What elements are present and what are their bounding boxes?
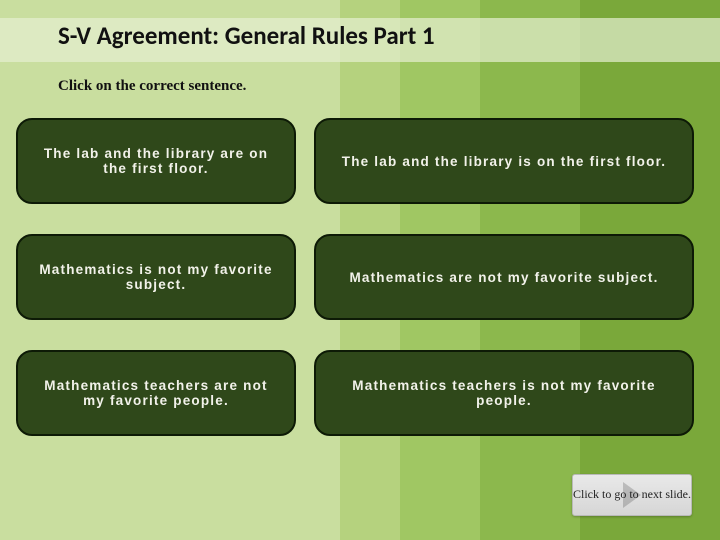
page-title: S-V Agreement: General Rules Part 1	[58, 20, 435, 51]
answer-text: Mathematics are not my favorite subject.	[349, 270, 658, 285]
answer-card[interactable]: Mathematics teachers is not my favorite …	[314, 350, 694, 436]
answer-grid: The lab and the library are on the first…	[16, 118, 704, 436]
instruction-text: Click on the correct sentence.	[58, 78, 246, 95]
answer-card[interactable]: The lab and the library are on the first…	[16, 118, 296, 204]
next-slide-button[interactable]: Click to go to next slide.	[572, 474, 692, 516]
slide: S-V Agreement: General Rules Part 1 Clic…	[0, 0, 720, 540]
answer-card[interactable]: Mathematics are not my favorite subject.	[314, 234, 694, 320]
answer-card[interactable]: The lab and the library is on the first …	[314, 118, 694, 204]
answer-text: Mathematics teachers is not my favorite …	[334, 378, 674, 408]
answer-text: The lab and the library are on the first…	[36, 146, 276, 176]
answer-card[interactable]: Mathematics is not my favorite subject.	[16, 234, 296, 320]
next-slide-label: Click to go to next slide.	[573, 488, 691, 502]
answer-text: The lab and the library is on the first …	[342, 154, 667, 169]
answer-card[interactable]: Mathematics teachers are not my favorite…	[16, 350, 296, 436]
answer-text: Mathematics is not my favorite subject.	[36, 262, 276, 292]
answer-text: Mathematics teachers are not my favorite…	[36, 378, 276, 408]
